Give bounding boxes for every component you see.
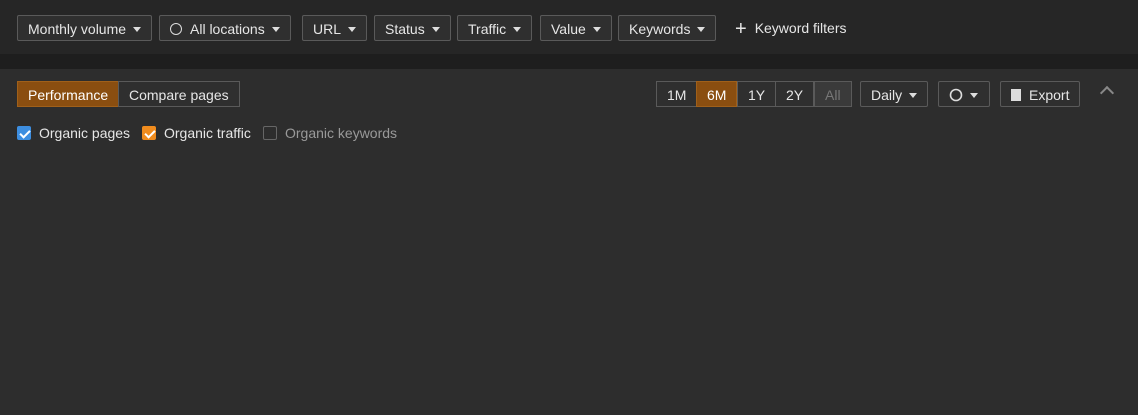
checkbox (263, 126, 277, 140)
filter-label: Value (551, 21, 586, 37)
checkmark (19, 127, 31, 139)
checkbox (142, 126, 156, 140)
checkbox (17, 126, 31, 140)
legend-label: Organic keywords (285, 125, 398, 141)
filter-dropdown[interactable]: Status (374, 15, 451, 41)
comment-dropdown[interactable]: 06501.3K2K2.6K02K4K6K8K7 Mar2 Apr28 Apr2… (938, 81, 1138, 331)
filter-dropdown[interactable]: All locations (159, 15, 291, 41)
filter-dropdown[interactable]: Keywords (618, 15, 717, 41)
interval-dropdown[interactable]: Daily (860, 81, 929, 107)
globe-icon (170, 23, 182, 35)
filter-label: Status (385, 21, 425, 37)
export-label: Export (1029, 87, 1070, 103)
filter-dropdown[interactable]: URL (302, 15, 368, 41)
filter-label: Monthly volume (28, 21, 127, 37)
range-button[interactable]: All (814, 81, 852, 107)
range-button[interactable]: 2Y (775, 81, 815, 107)
filter-label: Traffic (468, 21, 507, 37)
range-button[interactable]: 6M (696, 81, 738, 107)
legend-label: Organic pages (39, 125, 131, 141)
range-button[interactable]: 1Y (737, 81, 777, 107)
tab[interactable]: Performance (17, 81, 120, 107)
legend-label: Organic traffic (164, 125, 251, 141)
panel (0, 69, 1138, 415)
legend-checkbox[interactable]: Organic pages (17, 125, 130, 141)
filter-dropdown[interactable]: Traffic (457, 15, 533, 41)
filter-label: Keywords (629, 21, 691, 37)
filter-dropdown[interactable]: Monthly volume (17, 15, 153, 41)
tab[interactable]: Compare pages (118, 81, 240, 107)
filter-dropdown[interactable]: Value (540, 15, 612, 41)
comment-icon: 06501.3K2K2.6K02K4K6K8K7 Mar2 Apr28 Apr2… (949, 88, 1138, 331)
export-button[interactable]: Export (1000, 81, 1081, 107)
legend-checkbox[interactable]: Organic keywords (263, 125, 397, 141)
filter-label: All locations (190, 21, 265, 37)
chart (0, 150, 1138, 415)
keyword-filters-label: Keyword filters (754, 20, 847, 36)
checkmark (144, 127, 156, 139)
keyword-filters[interactable]: + Keyword filters (735, 15, 847, 41)
plus-icon: + (735, 18, 747, 40)
range-button[interactable]: 1M (656, 81, 698, 107)
export-icon (1011, 89, 1021, 101)
legend-checkbox[interactable]: Organic traffic (142, 125, 251, 141)
filter-label: URL (313, 21, 342, 37)
